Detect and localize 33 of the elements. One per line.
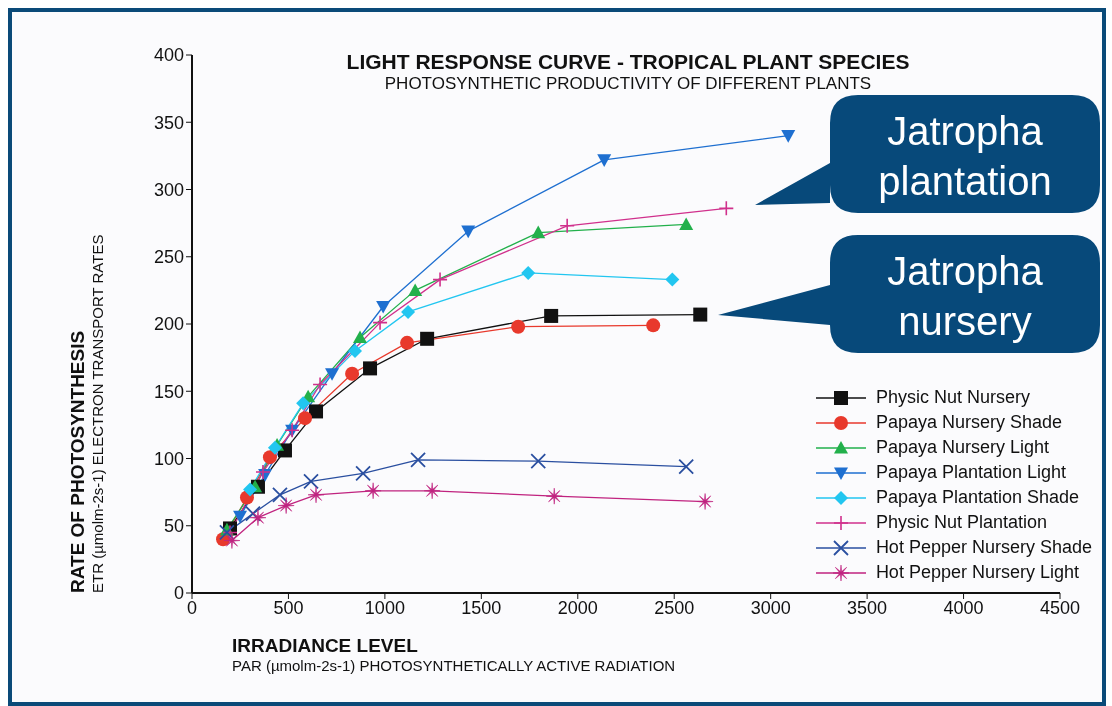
legend-label: Physic Nut Nursery [875, 387, 1030, 408]
legend-label: Hot Pepper Nursery Shade [875, 537, 1092, 558]
legend-label: Hot Pepper Nursery Light [875, 562, 1079, 583]
legend-label: Papaya Plantation Light [875, 462, 1067, 483]
y-tick-label: 100 [153, 448, 184, 469]
chart-title: LIGHT RESPONSE CURVE - TROPICAL PLANT SPECIES [345, 50, 911, 74]
annotation: Jatropha plantation [878, 109, 1052, 203]
y-tick-label: 300 [153, 179, 184, 200]
y-tick-label: 50 [163, 516, 184, 537]
text: PHOTOSYNTHETIC PRODUCTIVITY OF DIFFERENT PLANTS [383, 74, 873, 94]
x-tick-label: 4500 [1039, 597, 1081, 618]
y-axis-title: RATE OF PHOTOSYNTHESIS ETR (µmolm-2s-1) ELECTRON TRANSPORT RATES [67, 233, 107, 593]
x-tick-label: 0 [186, 597, 198, 618]
x-axis-title: IRRADIANCE LEVEL PAR (µmolm-2s-1) PHOTOSYNTHETICALLY ACTIVE RADIATION [232, 635, 676, 674]
legend-label: Papaya Nursery Light [875, 437, 1049, 458]
annotation: Jatropha nursery [887, 249, 1044, 343]
y-tick-label: 250 [153, 247, 184, 268]
x-tick-label: 2500 [654, 597, 695, 618]
legend-label: Papaya Plantation Shade [875, 487, 1080, 508]
x-tick-label: 1500 [461, 597, 502, 618]
y-tick-label: 150 [153, 381, 184, 402]
y-tick-label: 350 [153, 112, 184, 133]
y-tick-label: 200 [153, 314, 184, 335]
x-tick-label: 1000 [364, 597, 405, 618]
y-tick-label: 400 [153, 45, 184, 66]
legend-label: Physic Nut Plantation [875, 512, 1047, 533]
x-tick-label: 3500 [847, 597, 888, 618]
x-tick-label: 3000 [750, 597, 791, 618]
x-tick-label: 500 [273, 597, 304, 618]
legend-label: Papaya Nursery Shade [875, 412, 1062, 433]
x-tick-label: 4000 [943, 597, 984, 618]
y-tick-label: 0 [173, 583, 184, 604]
x-tick-label: 2000 [557, 597, 598, 618]
